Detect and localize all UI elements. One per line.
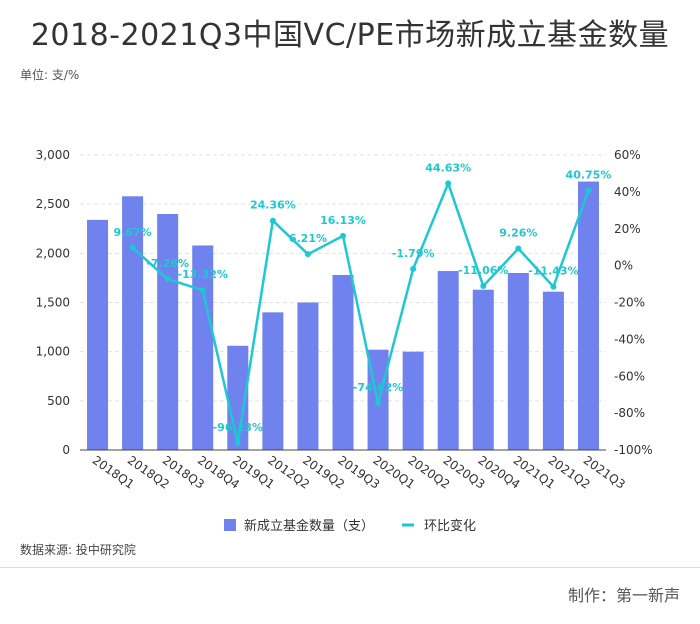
data-label: -11.43% bbox=[528, 265, 578, 278]
chart-title: 2018-2021Q3中国VC/PE市场新成立基金数量 bbox=[30, 18, 670, 53]
line-point bbox=[129, 244, 136, 251]
bar bbox=[332, 274, 354, 450]
chart: 0 500 1,000 1,500 2,000 2,500 3,000 -100% -80% -6… bbox=[36, 148, 653, 534]
line-point bbox=[445, 180, 452, 187]
line-point bbox=[550, 283, 557, 290]
bar bbox=[87, 219, 109, 450]
bar bbox=[297, 302, 319, 450]
legend-bar-label: 新成立基金数量（支） bbox=[244, 518, 374, 534]
y-right-tick-label: -100% bbox=[614, 443, 653, 457]
y-right-tick-label: 40% bbox=[614, 185, 641, 199]
data-label: 9.67% bbox=[114, 226, 152, 239]
data-labels: 9.67% -7.26%-13.32% -96.23% 24.36% 6.21% 16.1… bbox=[114, 161, 612, 434]
line-point bbox=[304, 251, 311, 258]
bar bbox=[437, 271, 459, 450]
bar bbox=[542, 291, 564, 450]
footer-divider bbox=[0, 567, 700, 568]
data-label: 16.13% bbox=[320, 214, 366, 227]
y-left-tick-label: 2,500 bbox=[36, 197, 70, 211]
line-point bbox=[164, 276, 171, 283]
line-point bbox=[375, 400, 382, 407]
source-note: 数据来源: 投中研究院 bbox=[20, 543, 136, 557]
bar bbox=[122, 196, 144, 450]
legend-line-label: 环比变化 bbox=[424, 518, 476, 534]
y-right-tick-label: 60% bbox=[614, 148, 641, 162]
line-point bbox=[480, 283, 487, 290]
data-label: 9.26% bbox=[499, 227, 537, 240]
y-right-tick-label: 20% bbox=[614, 222, 641, 236]
data-label: 24.36% bbox=[250, 199, 296, 212]
y-right-tick-label: -40% bbox=[614, 332, 645, 346]
line-point bbox=[269, 217, 276, 224]
data-label: -96.23% bbox=[213, 421, 263, 434]
data-label: -11.06% bbox=[458, 264, 508, 277]
y-right-tick-label: -60% bbox=[614, 369, 645, 383]
legend: 新成立基金数量（支） 环比变化 bbox=[224, 518, 476, 534]
data-label: -7.26% bbox=[146, 257, 189, 270]
legend-bar-swatch bbox=[224, 519, 236, 531]
line-series bbox=[129, 180, 592, 447]
y-right-tick-label: -80% bbox=[614, 406, 645, 420]
bar bbox=[157, 214, 179, 450]
y-left-tick-label: 1,500 bbox=[36, 296, 70, 310]
line-point bbox=[410, 265, 417, 272]
bar bbox=[472, 289, 494, 450]
data-label: 44.63% bbox=[425, 161, 471, 174]
line-point bbox=[234, 440, 241, 447]
y-left-tick-label: 3,000 bbox=[36, 148, 70, 162]
unit-label: 单位: 支/% bbox=[20, 68, 80, 82]
y-left-tick-label: 0 bbox=[62, 443, 70, 457]
y-right-tick-label: 0% bbox=[614, 259, 633, 273]
line-point bbox=[585, 187, 592, 194]
y-left-tick-label: 1,000 bbox=[36, 345, 70, 359]
data-label: 40.75% bbox=[566, 168, 612, 181]
line-point bbox=[515, 245, 522, 252]
line-point bbox=[340, 232, 346, 239]
data-label: 6.21% bbox=[289, 232, 327, 245]
line-path bbox=[131, 182, 590, 445]
y-right-tick-label: -20% bbox=[614, 296, 645, 310]
bar bbox=[402, 351, 424, 450]
y-left-tick-label: 500 bbox=[47, 394, 70, 408]
bar bbox=[577, 181, 599, 451]
bar bbox=[507, 273, 529, 450]
y-left-tick-label: 2,000 bbox=[36, 246, 70, 260]
bar bbox=[262, 312, 284, 450]
data-label: -74.62% bbox=[353, 381, 403, 394]
line-point bbox=[199, 287, 206, 294]
data-label: -1.79% bbox=[392, 247, 435, 260]
bar bbox=[192, 245, 214, 450]
data-label: -13.32% bbox=[178, 268, 228, 281]
maker-credit: 制作：第一新声 bbox=[567, 586, 680, 605]
